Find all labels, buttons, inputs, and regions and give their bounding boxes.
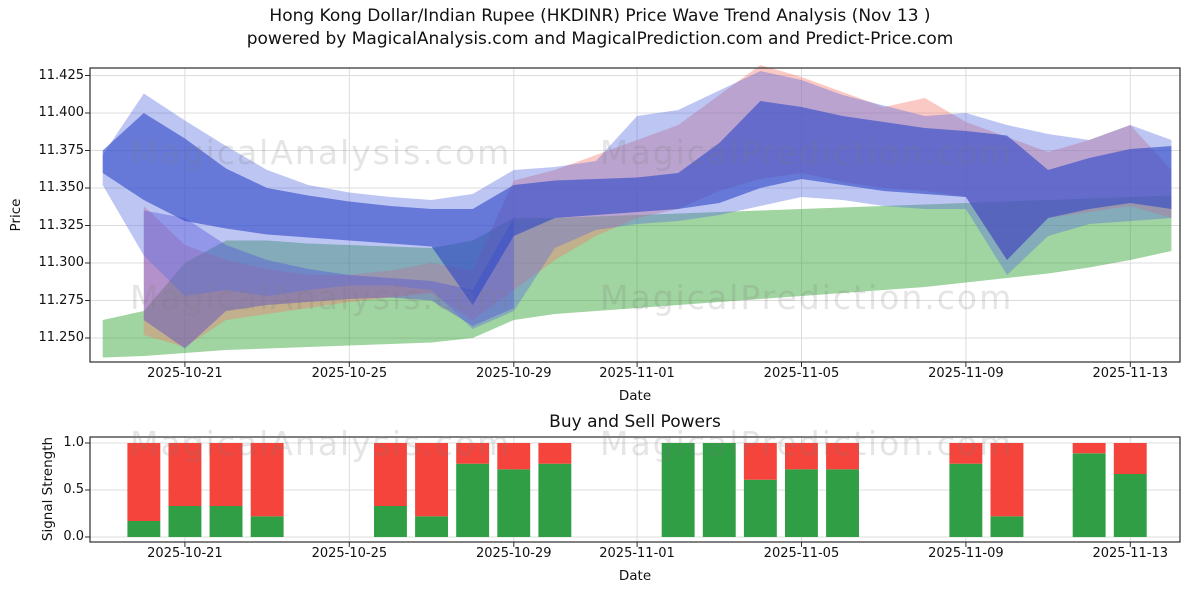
xtick-label: 2025-10-25 [311, 366, 388, 381]
buy-bar [415, 516, 448, 537]
buy-bar [990, 516, 1024, 537]
signal-bar-chart [85, 436, 1181, 547]
sell-bar [743, 443, 777, 480]
ytick-label: 0.5 [63, 482, 84, 498]
sell-bar [127, 443, 161, 521]
xtick-label: 2025-11-01 [599, 366, 675, 381]
buy-bar [1113, 474, 1147, 537]
buy-bar [209, 506, 243, 537]
sell-bar [1072, 443, 1106, 454]
xtick-label: 2025-10-29 [475, 546, 552, 561]
ytick-label: 1.0 [63, 435, 84, 451]
ytick-label: 11.425 [38, 67, 85, 83]
buy-bar [456, 463, 490, 537]
buy-bar [497, 469, 531, 537]
xtick-label: 2025-11-05 [763, 546, 840, 561]
xtick-label: 2025-11-01 [599, 546, 675, 561]
sell-bar [949, 443, 983, 464]
ytick-label: 11.275 [38, 292, 85, 308]
sell-bar [168, 443, 202, 506]
buy-bar [374, 506, 407, 537]
price-wave-chart [85, 65, 1181, 367]
buy-bar [702, 443, 736, 537]
signal-plot-area [85, 436, 1181, 547]
ytick-label: 11.300 [38, 255, 85, 270]
ytick-label: 11.250 [38, 330, 85, 345]
signal-xaxis-label: Date [618, 568, 652, 584]
xtick-label: 2025-11-09 [928, 366, 1004, 381]
sell-bar [209, 443, 243, 506]
xtick-label: 2025-11-13 [1092, 366, 1169, 381]
buy-bar [949, 463, 983, 537]
signal-chart-title: Buy and Sell Powers [549, 412, 721, 432]
sell-bar [826, 443, 859, 470]
xtick-label: 2025-10-21 [147, 366, 223, 381]
buy-bar [826, 469, 859, 537]
sell-bar [415, 443, 448, 517]
buy-bar [661, 443, 695, 537]
price-xaxis-label: Date [618, 388, 652, 404]
xtick-label: 2025-10-29 [475, 366, 552, 381]
sell-bar [785, 443, 818, 470]
purple-wave-band [143, 210, 514, 349]
green-support-band [102, 195, 1172, 358]
blue-main-trend-band [102, 101, 1172, 305]
sell-bar [456, 443, 490, 464]
buy-bar [127, 521, 161, 537]
buy-bar [168, 506, 202, 537]
sell-bar [1113, 443, 1147, 474]
chart-subtitle: powered by MagicalAnalysis.com and Magic… [246, 29, 954, 49]
chart-title: Hong Kong Dollar/Indian Rupee (HKDINR) P… [269, 6, 931, 26]
ytick-label: 11.325 [38, 217, 85, 233]
buy-bar [785, 469, 818, 537]
xtick-label: 2025-11-13 [1092, 546, 1169, 561]
buy-bar [538, 463, 572, 537]
buy-bar [1072, 453, 1106, 538]
buy-bar [743, 479, 777, 537]
xtick-label: 2025-10-21 [147, 546, 223, 561]
ytick-label: 11.350 [38, 180, 85, 195]
xtick-label: 2025-10-25 [311, 546, 388, 561]
sell-bar [497, 443, 531, 470]
sell-bar [538, 443, 572, 464]
ytick-label: 11.375 [38, 142, 85, 158]
sell-bar [250, 443, 284, 517]
price-plot-area [85, 65, 1181, 367]
ytick-label: 0.0 [63, 529, 84, 545]
buy-bar [250, 516, 284, 537]
ytick-label: 11.400 [38, 105, 85, 120]
sell-bar [374, 443, 407, 506]
xtick-label: 2025-11-05 [763, 366, 840, 381]
sell-bar [990, 443, 1024, 517]
xtick-label: 2025-11-09 [928, 546, 1004, 561]
